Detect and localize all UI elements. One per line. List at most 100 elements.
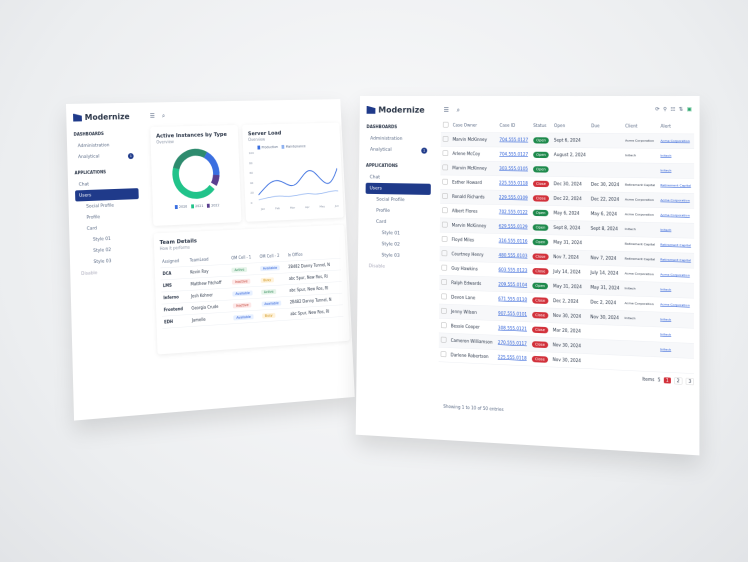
link[interactable]: Acme Corporation [660,139,690,144]
cell-text: LMS [162,283,172,289]
status-pill: Available [232,290,253,297]
link[interactable]: Acme Corporation [660,302,690,308]
link[interactable]: Retirement Capital [660,243,691,248]
row-checkbox[interactable] [442,136,449,142]
link[interactable]: Initech [660,287,672,292]
link[interactable]: 225.555.0118 [499,180,528,186]
page-button[interactable]: 2 [674,377,683,385]
link[interactable]: Retirement Capital [660,257,691,263]
link[interactable]: 229.555.0109 [498,195,528,201]
select-all[interactable] [442,121,449,128]
column-header[interactable]: Open [551,118,590,134]
link[interactable]: 603.555.0123 [498,267,528,274]
link[interactable]: 702.555.0122 [498,209,528,215]
cell [622,325,658,342]
link[interactable]: Initech [660,153,672,158]
link[interactable]: 671.555.0110 [498,296,528,303]
link[interactable]: Acme Corporation [660,213,690,218]
row-checkbox[interactable] [441,279,447,285]
y-label: 20 [250,191,254,195]
link[interactable]: Initech [660,228,672,233]
link[interactable]: Acme Corporation [660,272,690,278]
cell: 603.555.0123 [496,262,531,279]
status-pill: Busy [260,277,274,284]
cell-text: August 2, 2024 [553,152,586,158]
items-select[interactable]: 5 [657,377,661,383]
column-header[interactable]: Alert [658,119,695,134]
cell-text: Initech [624,286,636,291]
cell: Nov 7, 2024 [551,249,589,266]
logo: Modernize [367,105,432,115]
status-pill: Busy [261,312,276,319]
cell: Close [529,307,551,323]
row-checkbox[interactable] [440,351,447,358]
row-checkbox[interactable] [440,322,447,329]
status-pill: Inactive [232,278,251,285]
row-checkbox[interactable] [442,207,448,214]
cell [439,303,449,319]
cell: Initech [622,280,659,298]
cell-text: Nov 7, 2024 [553,254,579,260]
page-button[interactable]: 3 [685,377,694,386]
link[interactable]: 225.555.0118 [497,354,527,361]
row-checkbox[interactable] [440,336,447,343]
link[interactable]: 907.555.0101 [498,311,528,317]
row-checkbox[interactable] [441,307,447,314]
row-checkbox[interactable] [441,221,448,228]
link[interactable]: 270.555.0117 [497,340,527,347]
row-checkbox[interactable] [441,250,448,257]
column-header[interactable]: Case Owner [450,118,498,133]
column-header[interactable]: Case ID [497,118,532,133]
link[interactable]: 303.555.0105 [499,166,528,172]
cell-text: Initech [624,227,636,232]
nav-item[interactable]: Analytical 1 [366,144,431,157]
cell-text: Nov 30, 2024 [590,314,619,321]
cell: Guy Hawkins [449,261,497,277]
cell-text: Inferno [163,294,179,301]
row-checkbox[interactable] [441,236,448,242]
cell-text: Acme Corporation [624,301,654,307]
row-checkbox[interactable] [442,164,449,171]
link[interactable]: 704.555.0127 [499,137,529,143]
cell-text: July 14, 2024 [590,270,619,276]
cell: Esther Howard [450,175,498,191]
cell [440,146,451,161]
row-checkbox[interactable] [442,178,448,185]
link[interactable]: Initech [660,347,672,352]
link[interactable]: Retirement Capital [660,183,691,188]
nav-item[interactable]: Analytical 1 [74,150,138,164]
cell [440,203,450,219]
link[interactable]: 316.555.0116 [498,238,528,244]
logo-text: Modernize [84,111,130,123]
column-header[interactable]: Client [622,119,659,134]
row-checkbox[interactable] [442,150,449,156]
link[interactable]: 704.555.0127 [499,151,529,157]
page-button[interactable]: 1 [663,377,671,384]
link[interactable]: Initech [660,317,672,322]
legend-entry: 2021 [190,203,204,209]
row-checkbox[interactable] [441,293,447,300]
cell: Close [530,176,552,192]
cell: Marvin McKinney [450,160,498,176]
cell-text: Marvin McKinney [452,165,487,171]
nav-item: Disable [368,263,386,270]
link[interactable]: 209.555.0104 [498,281,528,288]
link[interactable]: 629.555.0129 [498,224,528,230]
row-checkbox[interactable] [441,264,448,271]
cell-text: Acme Corporation [625,138,655,143]
card-subtitle: Overview [248,137,266,143]
cell-text: Nov 30, 2024 [552,357,582,364]
cell [439,217,450,233]
link[interactable]: 480.555.0103 [498,252,528,259]
column-header[interactable]: Status [531,118,552,133]
dashboard-screen: Modernize DASHBOARDS Administration Analyti… [66,99,355,421]
link[interactable]: Initech [660,168,672,173]
cell-text: 2B482 Danny Tunnel, N [289,297,332,305]
cell: 303.555.0105 [497,161,531,177]
column-header[interactable]: Due [588,118,624,134]
row-checkbox[interactable] [442,193,448,199]
link[interactable]: Acme Corporation [660,198,690,203]
link[interactable]: 308.555.0121 [497,325,527,332]
nav-item[interactable]: Administration [370,136,403,142]
link[interactable]: Initech [660,332,672,337]
